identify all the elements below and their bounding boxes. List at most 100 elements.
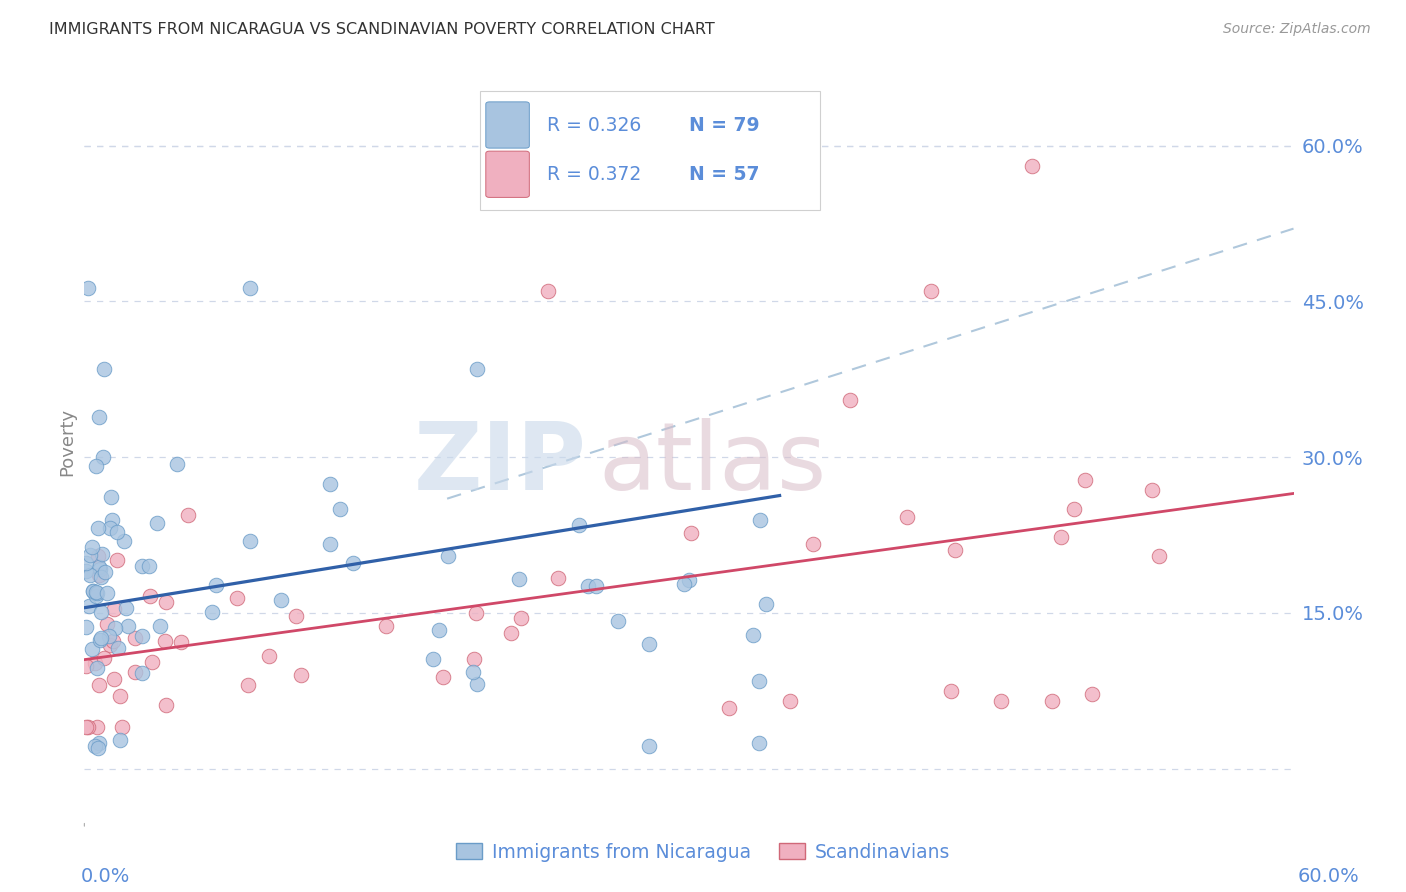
Text: N = 57: N = 57 xyxy=(689,165,759,184)
Point xyxy=(204,578,226,592)
Point xyxy=(422,652,444,666)
Point xyxy=(86,661,108,675)
Point xyxy=(177,508,200,523)
Text: R = 0.326: R = 0.326 xyxy=(547,116,641,135)
Point xyxy=(576,579,599,593)
Point xyxy=(1050,530,1073,544)
Point xyxy=(101,513,124,527)
Text: ZIP: ZIP xyxy=(413,418,586,510)
Point xyxy=(75,620,97,634)
Point xyxy=(149,619,172,633)
Point xyxy=(432,670,454,684)
Point xyxy=(679,525,702,540)
Point xyxy=(107,641,129,656)
Point xyxy=(1081,687,1104,701)
Point xyxy=(87,740,110,755)
Point xyxy=(257,648,280,663)
Y-axis label: Poverty: Poverty xyxy=(58,408,76,475)
Point xyxy=(131,629,153,643)
Point xyxy=(1021,159,1043,173)
Point xyxy=(89,562,111,576)
FancyBboxPatch shape xyxy=(486,102,529,148)
Point xyxy=(1040,694,1063,708)
Point xyxy=(82,540,104,554)
Point xyxy=(98,521,121,535)
Text: Source: ZipAtlas.com: Source: ZipAtlas.com xyxy=(1223,22,1371,37)
Point xyxy=(114,600,136,615)
Point xyxy=(89,410,111,425)
Point xyxy=(104,621,127,635)
Point xyxy=(90,570,112,584)
Point xyxy=(342,556,364,570)
Point xyxy=(465,606,488,620)
Point xyxy=(319,537,342,551)
Point xyxy=(568,517,591,532)
Point xyxy=(718,701,741,715)
Point xyxy=(76,281,98,295)
Point xyxy=(75,565,97,579)
Point xyxy=(112,533,135,548)
Point xyxy=(76,658,98,673)
Point xyxy=(226,591,249,605)
Point xyxy=(93,651,115,665)
Point xyxy=(270,593,292,607)
FancyBboxPatch shape xyxy=(486,151,529,197)
Point xyxy=(201,605,224,619)
Point xyxy=(91,450,114,465)
Point xyxy=(131,559,153,574)
Point xyxy=(93,361,115,376)
Point xyxy=(547,571,569,585)
Legend: Immigrants from Nicaragua, Scandinavians: Immigrants from Nicaragua, Scandinavians xyxy=(449,835,957,869)
Point xyxy=(896,510,918,524)
Point xyxy=(84,584,107,599)
Point xyxy=(290,668,312,682)
Point xyxy=(82,583,104,598)
Point xyxy=(467,677,489,691)
Text: atlas: atlas xyxy=(599,418,827,510)
Point xyxy=(499,626,522,640)
Point xyxy=(77,720,100,734)
Point xyxy=(141,655,163,669)
Point xyxy=(77,599,100,613)
Point xyxy=(100,491,122,505)
Point xyxy=(75,556,97,570)
Point xyxy=(155,595,177,609)
Point xyxy=(91,547,114,561)
Point xyxy=(87,736,110,750)
Point xyxy=(329,502,352,516)
Point xyxy=(110,690,132,704)
Point xyxy=(90,605,112,619)
Point xyxy=(139,589,162,603)
Point xyxy=(607,614,630,628)
Point xyxy=(801,537,824,551)
Point xyxy=(749,513,772,527)
Point xyxy=(111,720,134,734)
Point xyxy=(89,678,111,692)
Point xyxy=(537,284,560,298)
Point xyxy=(84,656,107,670)
Point xyxy=(939,683,962,698)
Text: 60.0%: 60.0% xyxy=(1298,867,1360,886)
Point xyxy=(155,633,177,648)
Point xyxy=(117,619,139,633)
Point xyxy=(945,542,967,557)
Point xyxy=(166,458,188,472)
Point xyxy=(170,634,193,648)
Point xyxy=(103,602,125,616)
Point xyxy=(80,642,103,657)
Point xyxy=(839,392,862,407)
Point xyxy=(239,533,262,548)
Point xyxy=(96,586,118,600)
Text: R = 0.372: R = 0.372 xyxy=(547,165,641,184)
Point xyxy=(1063,502,1085,516)
Point xyxy=(742,628,765,642)
Point xyxy=(87,568,110,582)
Point xyxy=(90,631,112,645)
Point xyxy=(107,553,129,567)
Point xyxy=(146,516,169,530)
Point xyxy=(100,638,122,652)
Point xyxy=(585,579,607,593)
Point xyxy=(108,732,131,747)
Point xyxy=(138,559,160,574)
Point xyxy=(748,736,770,750)
